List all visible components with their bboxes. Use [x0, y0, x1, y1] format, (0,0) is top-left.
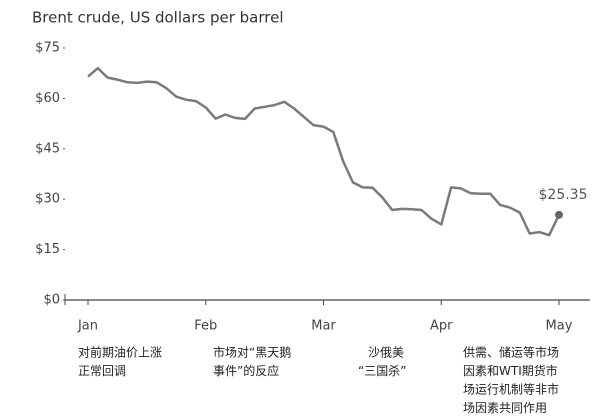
value-label: $25.35 [539, 187, 588, 203]
x-tick-label: Feb [194, 319, 217, 334]
annotation: 对前期油价上涨 [78, 345, 162, 360]
annotation: 场因素共同作用 [463, 401, 547, 415]
y-tick-label: $75 [35, 41, 60, 56]
y-tick-label: $0 [43, 293, 60, 308]
annotation: 沙俄美 [368, 346, 404, 360]
x-tick-label: Jan [77, 319, 98, 334]
x-tick-label: May [546, 319, 573, 334]
annotation: 事件”的反应 [213, 363, 279, 378]
annotation: 供需、储运等市场 [463, 345, 559, 360]
x-tick-label: Apr [430, 319, 453, 334]
chart-title: Brent crude, US dollars per barrel [32, 9, 284, 27]
annotation: 市场对“黑天鹅 [213, 345, 291, 360]
y-tick-label: $15 [35, 242, 60, 257]
annotation: 场运行机制等非市 [463, 382, 559, 397]
y-tick-label: $60 [35, 91, 60, 106]
price-line [87, 66, 561, 237]
annotation: 因素和WTI期货市 [463, 363, 558, 378]
annotation: 正常回调 [78, 364, 126, 378]
x-tick-label: Mar [311, 319, 336, 334]
y-tick-label: $45 [35, 141, 60, 156]
y-tick-label: $30 [35, 192, 60, 207]
end-point [555, 210, 563, 219]
annotation: “三国杀” [358, 363, 406, 378]
